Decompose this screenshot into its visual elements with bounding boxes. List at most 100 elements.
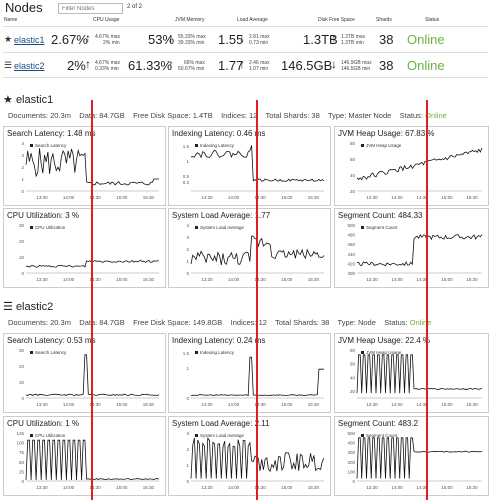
star-icon: ★	[3, 94, 13, 106]
y-tick-label: 60	[350, 157, 356, 162]
legend-label: System Load Average	[200, 433, 244, 438]
x-tick-label: 14:00	[228, 402, 240, 407]
jvm-min: 39.33% min	[178, 40, 205, 46]
cpu-value: 2.67%	[51, 32, 88, 47]
y-tick-label: 0	[21, 271, 24, 276]
chart-title: JVM Heap Usage: 67.83 %	[338, 129, 435, 138]
y-tick-label: 100	[16, 441, 24, 446]
x-tick-label: 15:30	[308, 402, 320, 407]
node-link[interactable]: elastic2	[14, 61, 45, 71]
y-tick-label: 1	[186, 366, 189, 371]
chart-title: System Load Average: 1.77	[172, 211, 271, 220]
legend-label: Segment Count	[366, 433, 398, 438]
node-row[interactable]: ☰ elastic2 2% ↑ 4.67% max 0.33% min 61.3…	[3, 52, 488, 78]
disk-min: 146.5GB min	[341, 66, 371, 72]
legend-label: CPU Utilization	[35, 433, 66, 438]
legend-swatch	[195, 434, 198, 437]
x-tick-label: 14:30	[255, 402, 267, 407]
jvm-min: 50.67% min	[178, 66, 205, 72]
x-tick-label: 14:30	[90, 485, 102, 490]
x-tick-label: 14:00	[228, 485, 240, 490]
jvm-value: 53%	[148, 32, 175, 47]
chart-panel: System Load Average: 2.11 0 1 2 3 13:30 14:00 1…	[168, 416, 331, 496]
x-tick-label: 15:30	[466, 195, 478, 200]
chart-panel: CPU Utilization: 1 % 0 25 50 75 100 125 13:30 14…	[3, 416, 166, 496]
x-tick-label: 15:30	[308, 195, 320, 200]
section-title: ★ elastic1	[3, 93, 53, 106]
y-tick-label: 500	[347, 431, 355, 436]
y-tick-label: 30	[19, 348, 25, 353]
arrow-up-icon: ↑	[168, 31, 174, 45]
status-badge: Online	[407, 58, 445, 73]
legend-swatch	[361, 434, 364, 437]
y-tick-label: 3	[186, 431, 189, 436]
x-tick-label: 14:30	[255, 485, 267, 490]
chart-panel: Segment Count: 484.33 400 420 440 460 480 500 1…	[334, 208, 489, 288]
legend-label: System Load Average	[200, 225, 244, 230]
col-cpu[interactable]: CPU Usage	[93, 17, 120, 23]
legend-swatch	[30, 144, 33, 147]
x-tick-label: 13:30	[366, 485, 378, 490]
legend-label: Indexing Latency	[200, 350, 235, 355]
y-tick-label: 20	[19, 239, 25, 244]
summary-documents: Documents: 20.3m	[8, 318, 71, 327]
legend-swatch	[30, 226, 33, 229]
x-tick-label: 13:30	[366, 277, 378, 282]
y-tick-label: 75	[19, 450, 25, 455]
chart-title: CPU Utilization: 3 %	[7, 211, 80, 220]
x-tick-label: 15:30	[466, 277, 478, 282]
jvm-max: 66% max	[184, 60, 205, 66]
node-summary: Documents: 20.3m Data: 84.7GB Free Disk …	[8, 318, 431, 327]
col-jvm[interactable]: JVM Memory	[175, 17, 205, 23]
load-max: 2.46 max	[249, 60, 270, 66]
x-tick-label: 13:30	[201, 277, 213, 282]
legend-label: JVM Heap Usage	[366, 350, 402, 355]
y-tick-label: 400	[347, 441, 355, 446]
chart-panel: JVM Heap Usage: 67.83 % 20 40 60 80 13:30 14:0…	[334, 126, 489, 206]
disk-max: 146.9GB max	[341, 60, 372, 66]
chart-panel: CPU Utilization: 3 % 0 10 20 30 13:30 14:00 14:…	[3, 208, 166, 288]
y-tick-label: 500	[347, 223, 355, 228]
y-tick-label: 200	[347, 460, 355, 465]
chart-title: Search Latency: 1.48 ms	[7, 129, 96, 138]
y-tick-label: 4	[21, 141, 24, 146]
col-name[interactable]: Name	[4, 17, 18, 23]
x-tick-label: 15:00	[281, 402, 293, 407]
x-tick-label: 15:00	[441, 485, 453, 490]
summary-type: Type: Node	[337, 318, 376, 327]
y-tick-label: 1.5	[183, 351, 190, 356]
x-tick-label: 15:30	[308, 485, 320, 490]
node-link[interactable]: elastic1	[14, 35, 45, 45]
arrow-up-icon: ↑	[85, 57, 91, 71]
x-tick-label: 14:30	[90, 402, 102, 407]
legend-swatch	[30, 434, 33, 437]
chart-title: JVM Heap Usage: 22.4 %	[338, 336, 431, 345]
chart-svg: 0 1 2 3 4 13:30 14:00 14:30 15:00 15:30 Search Lat…	[21, 141, 159, 200]
node-row[interactable]: ★ elastic1 2.67% ↑ 4.67% max 2% min 53% …	[3, 26, 488, 51]
y-tick-label: 2	[186, 447, 189, 452]
y-tick-label: 0.3	[183, 180, 190, 185]
series-line	[356, 354, 483, 394]
x-tick-label: 14:30	[90, 195, 102, 200]
x-tick-label: 15:00	[281, 195, 293, 200]
x-tick-label: 14:00	[63, 402, 75, 407]
cpu-max: 4.67% max	[95, 60, 121, 66]
section-name: elastic1	[15, 94, 54, 106]
x-tick-label: 14:30	[416, 195, 428, 200]
col-status[interactable]: Status	[425, 17, 440, 23]
y-tick-label: 20	[350, 389, 356, 394]
x-tick-label: 15:00	[116, 402, 128, 407]
y-tick-label: 40	[350, 375, 356, 380]
col-disk[interactable]: Disk Free Space	[318, 17, 355, 23]
y-tick-label: 0	[21, 396, 24, 401]
summary-type: Type: Master Node	[327, 111, 392, 120]
status-badge: Online	[407, 32, 445, 47]
x-tick-label: 15:30	[143, 277, 155, 282]
chart-svg: 0 1 2 3 13:30 14:00 14:30 15:00 15:30 System Load…	[186, 431, 325, 490]
col-shards[interactable]: Shards	[376, 17, 392, 23]
col-load[interactable]: Load Average	[237, 17, 268, 23]
shards-value: 38	[379, 32, 394, 47]
chart-panel: Search Latency: 0.53 ms 0 10 20 30 13:30 14:00…	[3, 333, 166, 413]
filter-nodes-input[interactable]	[58, 3, 123, 14]
y-tick-label: 20	[19, 364, 25, 369]
